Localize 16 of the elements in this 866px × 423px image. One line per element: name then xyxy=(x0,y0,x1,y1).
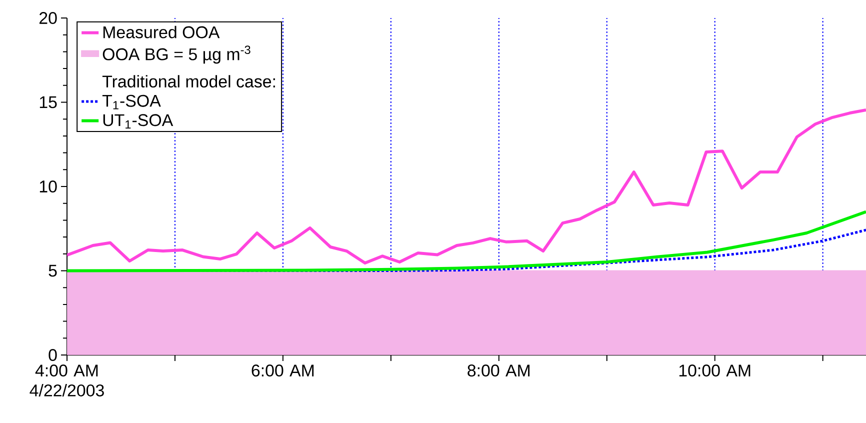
y-tick-label: 20 xyxy=(40,12,57,24)
y-tick-label: 0 xyxy=(48,349,57,361)
legend-label: UT$_{1}$-SOA xyxy=(103,114,174,129)
x-tick-label: 10:00 AM xyxy=(679,364,750,377)
annotation: Traditional model case: xyxy=(102,75,275,88)
x-tick-label: 8:00 AM xyxy=(468,364,530,377)
legend-label: T$_{1}$-SOA xyxy=(102,94,161,110)
y-tick-label: 10 xyxy=(40,180,57,192)
line-series xyxy=(67,108,866,264)
x-tick-label: 6:00 AM xyxy=(252,364,314,377)
legend-label: OOA BG = 5 µg m$^{-3}$ xyxy=(102,46,250,64)
legend-label: Measured OOA xyxy=(103,26,220,38)
x-tick-label: 4:00 AM 4/22/2003 xyxy=(30,364,104,396)
y-tick-label: 5 xyxy=(48,264,57,277)
y-tick-label: 15 xyxy=(40,96,57,108)
line-series xyxy=(67,210,866,272)
